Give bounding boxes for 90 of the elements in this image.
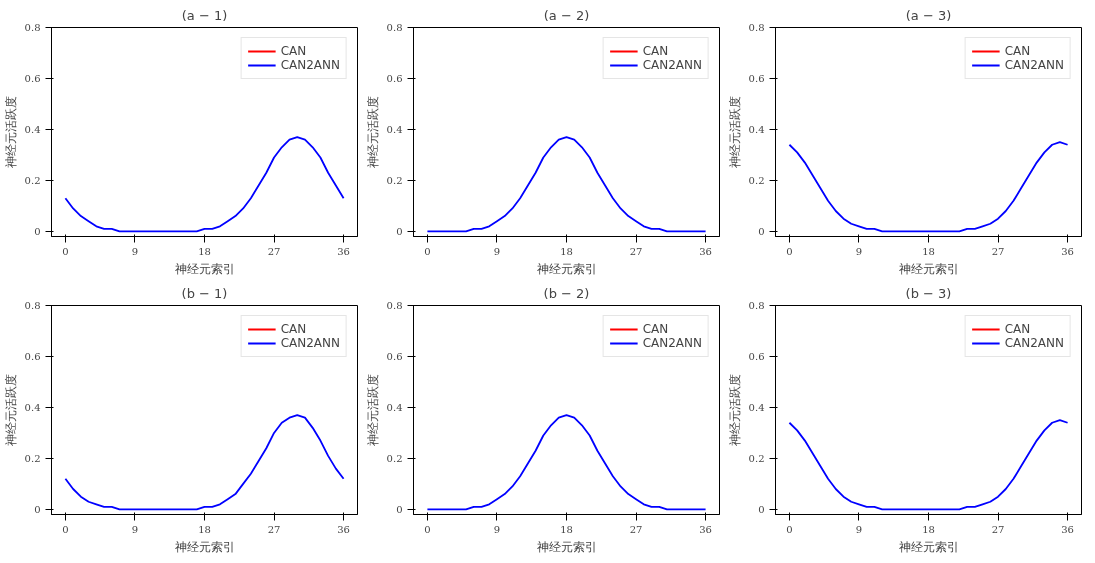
y-axis-title: 神经元活跃度 [727, 374, 742, 446]
y-tick-label: 0.4 [748, 401, 765, 413]
y-tick-label: 0.8 [386, 22, 403, 33]
x-axis-title: 神经元索引 [174, 539, 235, 554]
y-tick-label: 0.4 [386, 401, 403, 413]
legend-label: CAN2ANN [642, 336, 702, 350]
y-tick-label: 0.6 [386, 72, 403, 84]
x-tick-label: 9 [131, 523, 139, 535]
y-axis-title: 神经元活跃度 [3, 374, 18, 446]
y-tick-label: 0.6 [24, 72, 41, 84]
x-tick-label: 27 [629, 523, 643, 535]
legend-label: CAN2ANN [280, 336, 340, 350]
y-tick-label: 0.4 [386, 123, 403, 135]
x-axis-title: 神经元索引 [174, 261, 235, 276]
x-tick-label: 0 [424, 245, 431, 257]
x-axis-title: 神经元索引 [536, 539, 597, 554]
x-axis-title: 神经元索引 [898, 261, 959, 276]
x-tick-label: 18 [922, 245, 935, 257]
chart-title: (a − 1) [181, 7, 228, 23]
y-axis-title: 神经元活跃度 [365, 374, 380, 446]
chart-title: (b − 2) [543, 285, 590, 301]
y-tick-label: 0.8 [24, 300, 41, 311]
y-tick-label: 0.8 [386, 300, 403, 311]
y-axis-title: 神经元活跃度 [727, 96, 742, 168]
legend-label: CAN2ANN [280, 58, 340, 72]
x-tick-label: 9 [131, 245, 139, 257]
x-tick-label: 36 [1061, 523, 1074, 535]
x-tick-label: 27 [267, 523, 281, 535]
x-axis-title: 神经元索引 [898, 539, 959, 554]
x-tick-label: 36 [699, 245, 712, 257]
x-tick-label: 18 [198, 245, 211, 257]
x-tick-label: 9 [855, 245, 863, 257]
x-tick-label: 9 [493, 523, 501, 535]
y-tick-label: 0 [396, 503, 403, 515]
y-axis-title: 神经元活跃度 [365, 96, 380, 168]
legend-label: CAN [280, 44, 307, 58]
legend-label: CAN [1004, 44, 1031, 58]
y-tick-label: 0.4 [748, 123, 765, 135]
x-tick-label: 27 [991, 523, 1005, 535]
y-tick-label: 0.6 [24, 350, 41, 362]
y-tick-label: 0.2 [748, 174, 765, 186]
legend-label: CAN2ANN [1004, 336, 1064, 350]
legend-label: CAN2ANN [1004, 58, 1064, 72]
chart-title: (a − 2) [543, 7, 590, 23]
y-tick-label: 0.8 [748, 22, 765, 33]
x-axis-title: 神经元索引 [536, 261, 597, 276]
y-tick-label: 0.8 [748, 300, 765, 311]
chart-title: (b − 3) [905, 285, 952, 301]
y-tick-label: 0.6 [748, 350, 765, 362]
legend-label: CAN2ANN [642, 58, 702, 72]
x-tick-label: 36 [699, 523, 712, 535]
x-tick-label: 36 [1061, 245, 1074, 257]
y-axis-title: 神经元活跃度 [3, 96, 18, 168]
legend-label: CAN [1004, 322, 1031, 336]
chart-title: (a − 3) [905, 7, 952, 23]
x-tick-label: 0 [786, 523, 793, 535]
y-tick-label: 0.4 [24, 123, 41, 135]
y-tick-label: 0 [758, 503, 765, 515]
legend-label: CAN [642, 322, 669, 336]
x-tick-label: 27 [991, 245, 1005, 257]
x-tick-label: 27 [267, 245, 281, 257]
x-tick-label: 18 [560, 523, 573, 535]
legend-label: CAN [642, 44, 669, 58]
y-tick-label: 0.2 [24, 452, 41, 464]
y-tick-label: 0 [34, 225, 41, 237]
y-tick-label: 0 [758, 225, 765, 237]
chart-title: (b − 1) [181, 285, 228, 301]
x-tick-label: 9 [855, 523, 863, 535]
y-tick-label: 0.6 [386, 350, 403, 362]
x-tick-label: 0 [62, 245, 69, 257]
x-tick-label: 36 [337, 523, 350, 535]
y-tick-label: 0.2 [386, 452, 403, 464]
x-tick-label: 0 [786, 245, 793, 257]
y-tick-label: 0 [396, 225, 403, 237]
y-tick-label: 0.8 [24, 22, 41, 33]
x-tick-label: 18 [198, 523, 211, 535]
y-tick-label: 0 [34, 503, 41, 515]
y-tick-label: 0.6 [748, 72, 765, 84]
x-tick-label: 9 [493, 245, 501, 257]
x-tick-label: 18 [922, 523, 935, 535]
legend-label: CAN [280, 322, 307, 336]
y-tick-label: 0.2 [24, 174, 41, 186]
x-tick-label: 0 [62, 523, 69, 535]
y-tick-label: 0.2 [386, 174, 403, 186]
x-tick-label: 18 [560, 245, 573, 257]
y-tick-label: 0.2 [748, 452, 765, 464]
x-tick-label: 27 [629, 245, 643, 257]
y-tick-label: 0.4 [24, 401, 41, 413]
x-tick-label: 0 [424, 523, 431, 535]
x-tick-label: 36 [337, 245, 350, 257]
